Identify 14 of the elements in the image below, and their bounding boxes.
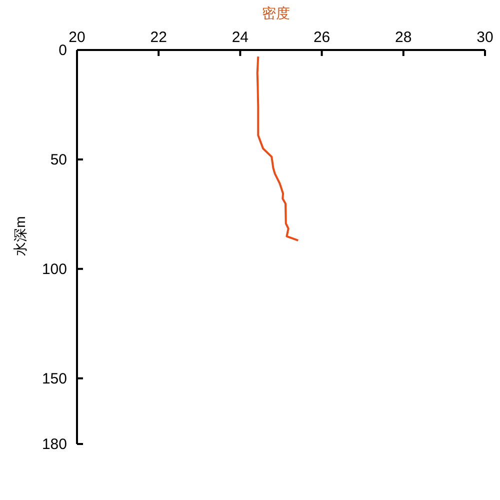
x-tick-label: 24 bbox=[232, 29, 249, 46]
y-axis-title: 水深m bbox=[12, 216, 28, 256]
x-tick-label: 30 bbox=[476, 29, 494, 46]
y-tick-label: 150 bbox=[42, 370, 67, 388]
x-tick-label: 26 bbox=[313, 29, 330, 46]
y-tick-label: 50 bbox=[50, 151, 67, 168]
chart-title: 密度 bbox=[262, 5, 290, 21]
y-tick-label: 0 bbox=[58, 42, 67, 59]
y-tick-label: 180 bbox=[42, 436, 67, 453]
line-series bbox=[256, 56, 300, 242]
y-tick-label: 100 bbox=[42, 260, 67, 278]
x-tick-label: 28 bbox=[395, 29, 412, 46]
x-tick-label: 20 bbox=[68, 29, 86, 46]
x-tick-label: 22 bbox=[150, 29, 167, 46]
